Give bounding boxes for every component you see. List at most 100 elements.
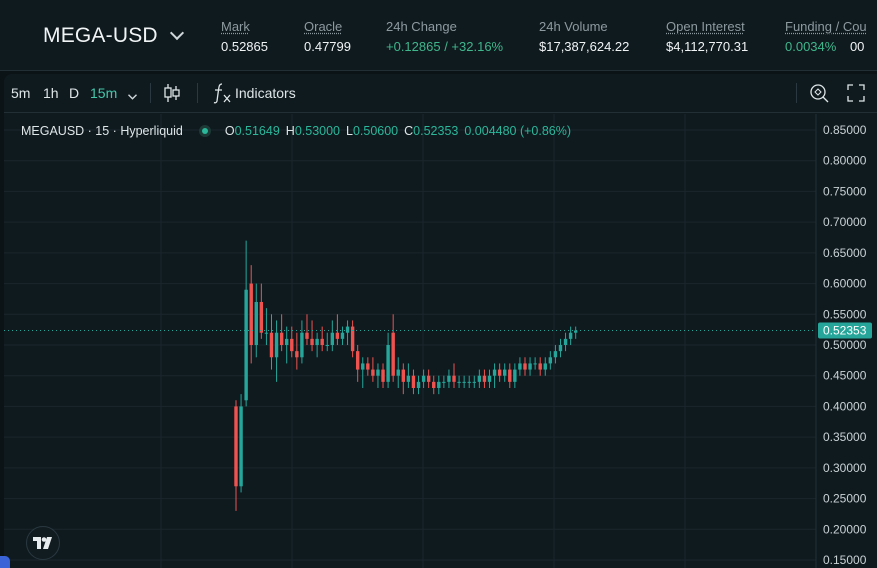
legend-symbol: MEGAUSD · 15 · Hyperliquid	[21, 124, 183, 138]
stat-value: +0.12865 / +32.16%	[386, 39, 504, 54]
chevron-down-icon	[169, 25, 184, 41]
candle-body	[447, 375, 451, 382]
y-tick-label: 0.65000	[823, 246, 867, 260]
candle-body	[472, 381, 476, 383]
candle-body	[244, 289, 248, 401]
chart-toolbar: 5m 1h D 15m Indicators	[4, 74, 877, 113]
y-tick-label: 0.20000	[823, 522, 867, 536]
candle-body	[290, 338, 294, 352]
timeframe-d[interactable]: D	[69, 85, 80, 101]
stat-label[interactable]: Funding / Cou	[785, 19, 867, 34]
candle-body	[259, 302, 264, 333]
candle-body	[452, 375, 456, 382]
stat-label[interactable]: Oracle	[304, 19, 343, 34]
y-tick-label: 0.35000	[823, 430, 867, 444]
candle-body	[401, 369, 406, 382]
y-tick-label: 0.30000	[823, 461, 867, 475]
candle-body	[376, 369, 380, 376]
stat-open-interest: Open Interest $4,112,770.31	[666, 19, 748, 55]
candlestick-icon[interactable]	[163, 83, 181, 108]
candle-body	[558, 345, 563, 352]
candle-body	[320, 338, 324, 345]
candle-body	[254, 302, 258, 345]
timeframe-5m[interactable]: 5m	[11, 85, 31, 101]
pair-selector[interactable]: MEGA-USD	[43, 24, 184, 48]
candle-body	[340, 332, 345, 339]
candle-body	[523, 363, 527, 370]
candle-body	[381, 369, 385, 382]
candle-body	[325, 345, 329, 346]
chart-panel: 5m 1h D 15m Indicators	[4, 74, 877, 568]
candle-body	[345, 326, 350, 333]
stat-value: 0.52865	[221, 39, 268, 54]
market-header: MEGA-USD Mark 0.52865 Oracle 0.47799 24h…	[0, 0, 877, 71]
candle-body	[305, 332, 309, 339]
candle-body	[421, 375, 426, 382]
candle-body	[361, 363, 365, 370]
candle-body	[234, 406, 238, 487]
candle-body	[239, 406, 243, 487]
funding-rate: 0.0034%	[785, 39, 837, 54]
candle-body	[492, 369, 497, 376]
y-tick-label: 0.55000	[823, 307, 867, 321]
candle-body	[295, 351, 299, 358]
legend-o-label: O	[224, 124, 235, 138]
legend-h-label: H	[285, 124, 295, 138]
legend-change: 0.004480 (+0.86%)	[464, 124, 572, 138]
candle-body	[513, 369, 517, 382]
candle-body	[371, 369, 375, 376]
legend-close: 0.52353	[413, 124, 459, 138]
y-tick-label: 0.75000	[823, 184, 867, 198]
candle-body	[437, 381, 441, 388]
candle-body	[568, 332, 573, 339]
tradingview-logo-icon[interactable]	[26, 526, 60, 560]
candle-body	[274, 332, 279, 358]
stat-value-row: 0.0034% 00	[785, 39, 867, 55]
y-tick-label: 0.80000	[823, 154, 867, 168]
candle-body	[285, 338, 289, 345]
candle-body	[350, 326, 355, 352]
candle-body	[528, 363, 532, 370]
candle-body	[497, 369, 502, 376]
legend-open: 0.51649	[234, 124, 280, 138]
pair-name: MEGA-USD	[43, 24, 158, 47]
fullscreen-icon[interactable]	[847, 84, 865, 107]
candle-body	[406, 375, 411, 382]
y-tick-label: 0.70000	[823, 215, 867, 229]
y-tick-label: 0.40000	[823, 399, 867, 413]
candle-body	[518, 363, 522, 370]
timeframe-15m[interactable]: 15m	[90, 85, 118, 101]
y-tick-label: 0.60000	[823, 277, 867, 291]
toolbar-divider	[150, 83, 151, 103]
candle-body	[396, 369, 400, 376]
price-chart[interactable]: 0.85000 0.80000 0.75000 0.70000 0.65000 0.600…	[4, 74, 877, 568]
scroll-handle[interactable]	[0, 556, 10, 568]
last-price-tag	[818, 322, 872, 339]
candle-body	[487, 375, 492, 382]
candle-body	[279, 332, 284, 345]
timeframe-1h[interactable]: 1h	[43, 85, 59, 101]
stat-mark: Mark 0.52865	[221, 19, 268, 55]
candle-body	[315, 338, 319, 345]
candle-body	[467, 381, 471, 383]
status-dot-icon	[198, 125, 211, 137]
stat-value: 0.47799	[304, 39, 351, 54]
camera-icon[interactable]	[809, 83, 829, 108]
fx-icon[interactable]	[212, 82, 232, 109]
legend-low: 0.50600	[352, 124, 399, 138]
candle-body	[300, 332, 304, 358]
candle-body	[416, 381, 421, 388]
chevron-down-icon[interactable]	[127, 88, 138, 106]
stat-label[interactable]: Open Interest	[666, 19, 745, 34]
legend-l-label: L	[346, 124, 353, 138]
stat-funding: Funding / Cou 0.0034% 00	[785, 19, 867, 55]
candle-body	[563, 338, 568, 345]
ohlc-legend: MEGAUSD · 15 · Hyperliquid O 0.51649 H 0.5…	[21, 124, 577, 138]
candle-body	[508, 369, 512, 382]
candle-body	[386, 345, 390, 382]
y-tick-label: 0.50000	[823, 338, 867, 352]
stat-label[interactable]: Mark	[221, 19, 250, 34]
indicators-button[interactable]: Indicators	[235, 85, 296, 101]
candle-body	[426, 375, 431, 382]
toolbar-divider	[796, 83, 797, 103]
